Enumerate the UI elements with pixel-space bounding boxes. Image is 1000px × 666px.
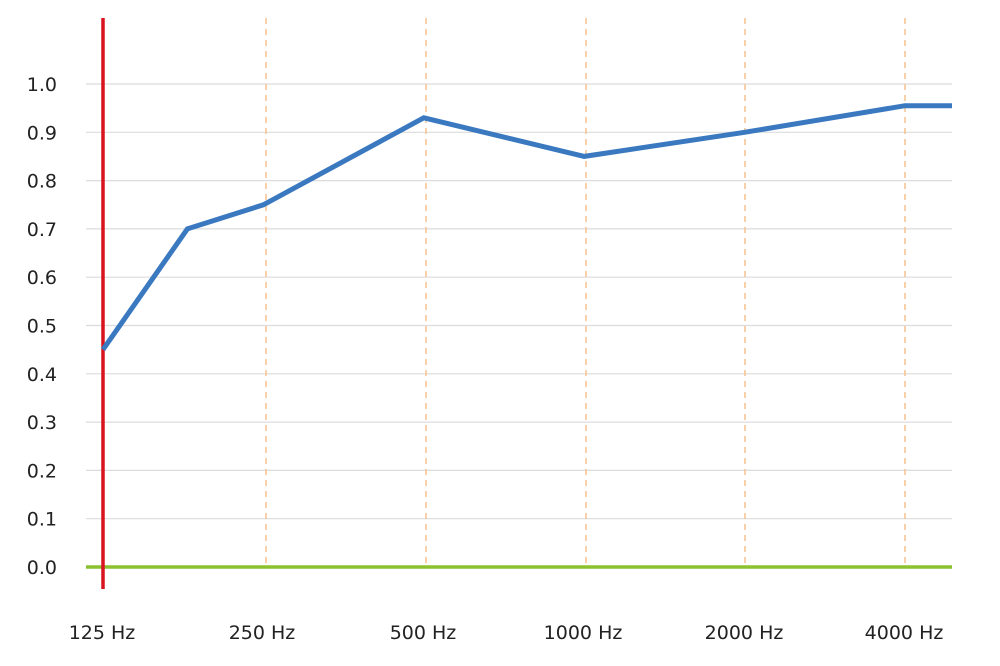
y-tick-label: 0.1 <box>27 509 57 531</box>
y-tick-label: 0.9 <box>27 122 57 144</box>
grid-layer <box>86 18 952 567</box>
x-tick-label: 1000 Hz <box>544 622 623 644</box>
y-tick-label: 0.8 <box>27 171 57 193</box>
x-tick-label: 125 Hz <box>69 622 136 644</box>
label-layer: 0.0 0.1 0.2 0.3 0.4 0.5 0.6 0.7 0.8 0.9 1.0 125 Hz 2… <box>27 74 944 644</box>
y-tick-label: 0.7 <box>27 219 57 241</box>
axis-layer <box>86 18 952 589</box>
y-tick-label: 0.6 <box>27 267 57 289</box>
series-line <box>100 103 952 352</box>
x-tick-label: 4000 Hz <box>865 622 944 644</box>
y-tick-label: 0.0 <box>27 557 57 579</box>
x-tick-label: 250 Hz <box>229 622 296 644</box>
y-tick-label: 0.2 <box>27 460 57 482</box>
x-tick-label: 2000 Hz <box>705 622 784 644</box>
x-tick-label: 500 Hz <box>390 622 457 644</box>
series-layer <box>100 103 952 352</box>
y-tick-label: 1.0 <box>27 74 57 96</box>
y-tick-label: 0.3 <box>27 412 57 434</box>
y-tick-label: 0.5 <box>27 316 57 338</box>
y-tick-label: 0.4 <box>27 364 57 386</box>
